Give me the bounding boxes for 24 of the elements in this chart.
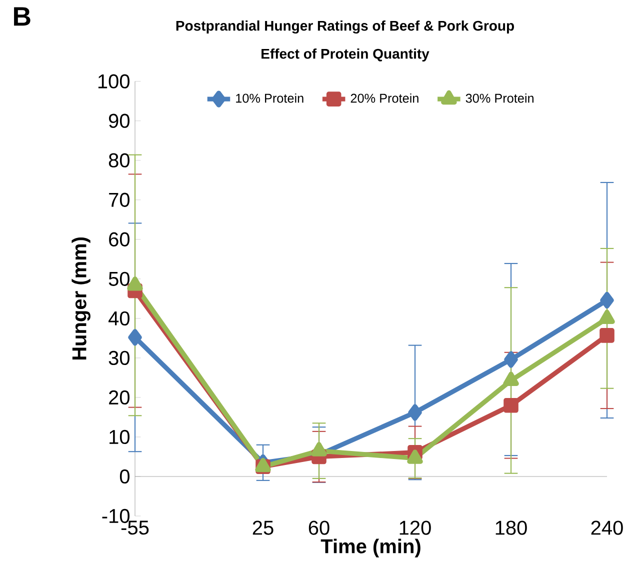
- y-tick-label: 60: [109, 232, 130, 246]
- x-tick-label: 120: [400, 520, 431, 535]
- x-axis-title: Time (min): [320, 538, 420, 558]
- x-tick-label: 60: [308, 520, 330, 535]
- legend-label: 10% Protein: [236, 93, 304, 103]
- text: B: [14, 7, 30, 26]
- x-tick-label: 240: [591, 520, 623, 535]
- y-tick-label: 80: [108, 153, 130, 168]
- x-tick-label: 25: [252, 520, 274, 535]
- y-tick-label: 70: [109, 192, 130, 207]
- y-tick-label: 100: [98, 74, 130, 88]
- y-tick-label: 30: [108, 350, 130, 366]
- y-tick-label: 0: [120, 469, 130, 484]
- y-tick-label: 50: [108, 272, 130, 286]
- y-axis-title: Hunger (mm): [72, 237, 90, 360]
- legend-label: 30% Protein: [466, 93, 534, 103]
- y-tick-label: 10: [110, 430, 130, 444]
- y-tick-label: 20: [109, 390, 130, 405]
- chart-title: Postprandial Hunger Ratings of Beef & Pork Group: [176, 20, 514, 34]
- legend-label: 20% Protein: [350, 93, 418, 103]
- chart-subtitle: Effect of Protein Quantity: [262, 48, 430, 62]
- y-tick-label: 40: [108, 311, 130, 326]
- x-tick-label: 180: [496, 520, 527, 535]
- y-tick-label: 90: [108, 114, 130, 128]
